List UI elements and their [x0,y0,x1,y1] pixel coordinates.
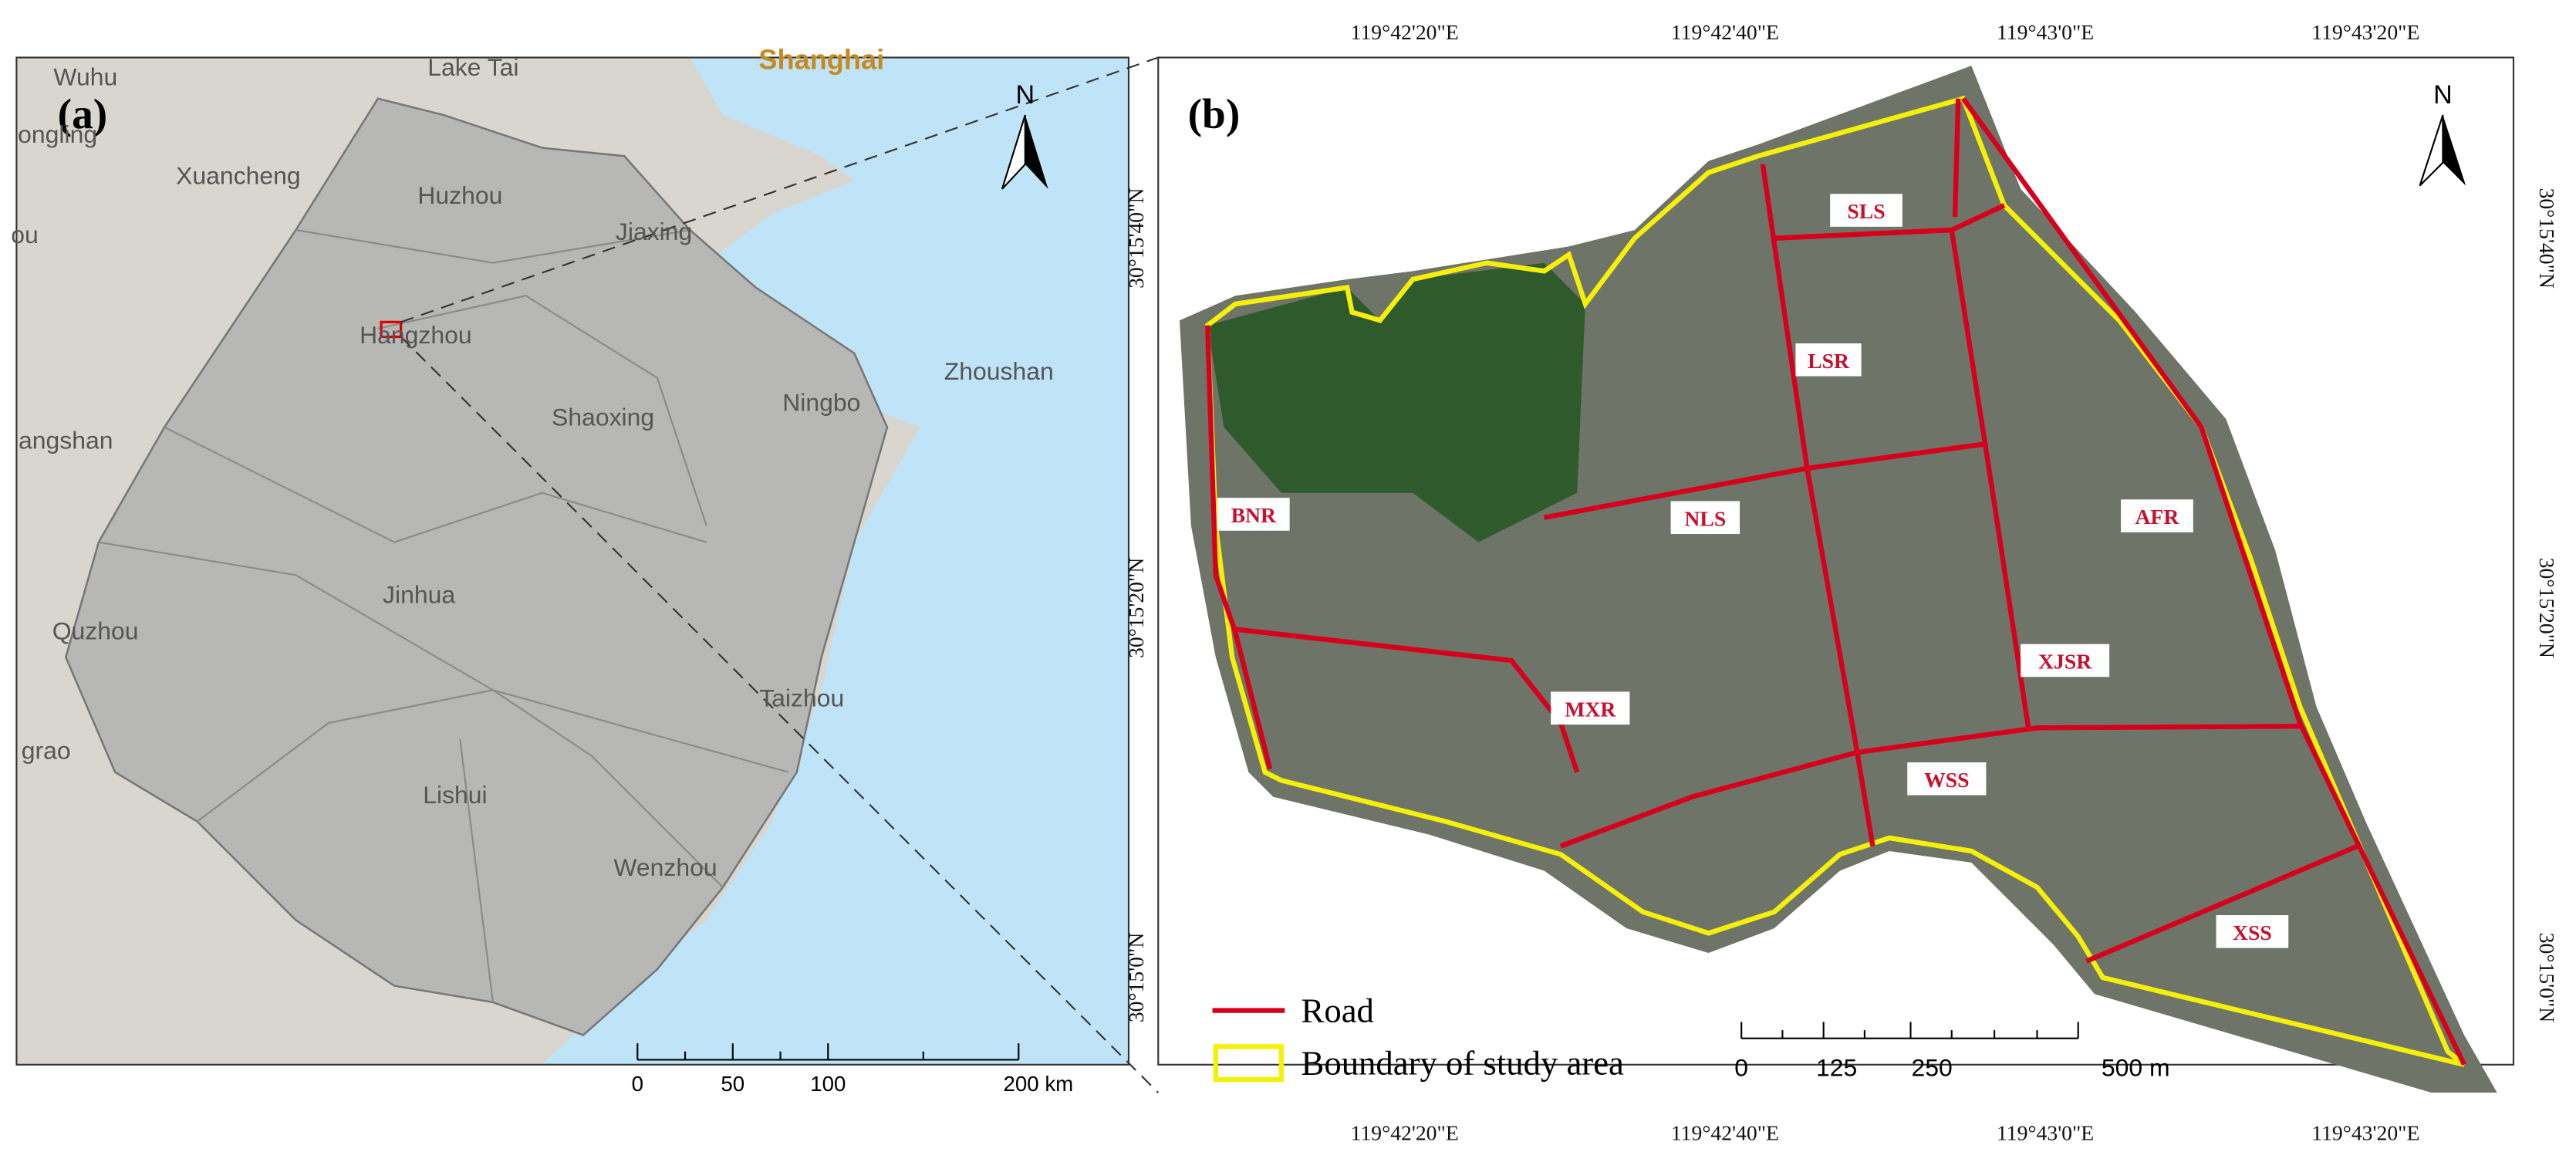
place: Jiaxing [616,218,692,245]
road-labels: SLS LSR NLS AFR BNR XJSR MXR WSS XSS [1217,194,2289,948]
road-label: MXR [1565,697,1616,721]
coordinate-label: 119°42'20"E [1351,1121,1459,1145]
road-label: WSS [1924,768,1969,792]
place: Wuhu [53,63,117,91]
coordinate-label: 119°43'0"E [1997,20,2094,44]
road-line [1774,203,2006,241]
place: Zhoushan [944,357,1054,385]
road-label: BNR [1231,503,1277,527]
scale-label: 250 [1912,1054,1953,1082]
road-label: NLS [1684,506,1726,530]
forest [1207,262,1585,542]
road-label: LSR [1808,349,1850,373]
road-line [1961,96,2466,1066]
place: ongling [18,120,97,148]
coordinate-label: 30°15'20"N [2535,558,2559,658]
label-box [1551,691,1630,725]
scale-label: 50 [721,1072,744,1096]
road-label: AFR [2135,505,2179,529]
place: Jinhua [383,580,455,608]
place: Taizhou [759,684,844,712]
study-area-box [380,320,403,339]
panel-label: (a) [58,90,108,137]
coordinate-label: 119°43'20"E [2311,1121,2419,1145]
study-boundary [1204,95,2466,1067]
coordinate-label: 30°15'40"N [1124,188,1148,289]
place: angshan [19,426,113,454]
scale-label: 100 [810,1072,846,1096]
place: grao [22,737,71,765]
scale-label: 0 [1734,1054,1748,1082]
coordinate-labels: 119°42'20"E 119°42'40"E 119°43'0"E 119°43'2… [1124,20,2559,1145]
coordinate-label: 119°42'40"E [1671,20,1779,44]
coordinate-label: 30°15'40"N [2535,188,2559,289]
coordinate-label: 119°43'0"E [1997,1121,2094,1145]
place: ou [11,221,39,248]
label-box [1670,501,1740,535]
road-label: XJSR [2038,650,2092,674]
coordinate-label: 30°15'0"N [1124,933,1148,1023]
coordinate-label: 119°42'40"E [1671,1121,1779,1145]
scale-label: 125 [1816,1054,1857,1082]
road-line [1204,325,1273,770]
label-box [2216,915,2289,948]
road-line [1760,164,1875,847]
zoom-line [400,336,1160,1093]
road-label: SLS [1847,199,1885,223]
frame [15,56,1130,1066]
legend-label: Boundary of study area [1302,1044,1625,1083]
coordinate-label: 119°42'20"E [1351,20,1459,44]
roads [1204,96,2466,1066]
road-line [1235,627,1580,773]
scale-label: 200 km [1003,1072,1073,1096]
city-borders [98,229,789,1003]
zoom-line [400,56,1159,323]
scale-label: 0 [632,1072,643,1096]
panel-a: (a) Wuhu Lake Tai Shanghai ongling Xuanc… [11,43,1160,1096]
scale-bar [1740,1022,2079,1039]
panel-label: (b) [1188,90,1241,137]
place: Ningbo [782,388,860,416]
road-line [1952,98,1961,218]
coordinate-label: 30°15'0"N [2535,933,2559,1023]
place: Hangzhou [360,321,472,349]
place: Huzhou [417,181,502,209]
legend-boundary-swatch [1213,1044,1285,1083]
panel-b: SLS LSR NLS AFR BNR XJSR MXR WSS XSS (b)… [1124,20,2559,1145]
scale-bar [636,1043,1020,1061]
label-box [1830,194,1902,227]
label-box [2021,644,2110,677]
road-line [1949,229,2031,732]
place: Xuancheng [176,161,301,189]
north-arrow [2443,115,2466,186]
place: Lishui [423,781,487,809]
label-box [2121,499,2193,532]
north-label: N [1016,80,1035,110]
coordinate-label: 30°15'20"N [1124,558,1148,658]
label-box [1217,498,1290,531]
place: Quzhou [52,617,139,644]
north-label: N [2433,80,2453,110]
place: Lake Tai [427,53,518,81]
north-arrow [1025,115,1048,189]
label-box [1907,762,1987,796]
place: Shaoxing [552,403,654,431]
road-label: XSS [2233,921,2272,944]
road-line [2085,843,2358,964]
place: Wenzhou [613,853,717,881]
coordinate-label: 119°43'20"E [2311,20,2419,44]
legend-label: Road [1302,991,1374,1029]
label-box [1795,343,1862,377]
scale-label: 500 m [2102,1054,2170,1082]
place: Shanghai [758,43,884,75]
